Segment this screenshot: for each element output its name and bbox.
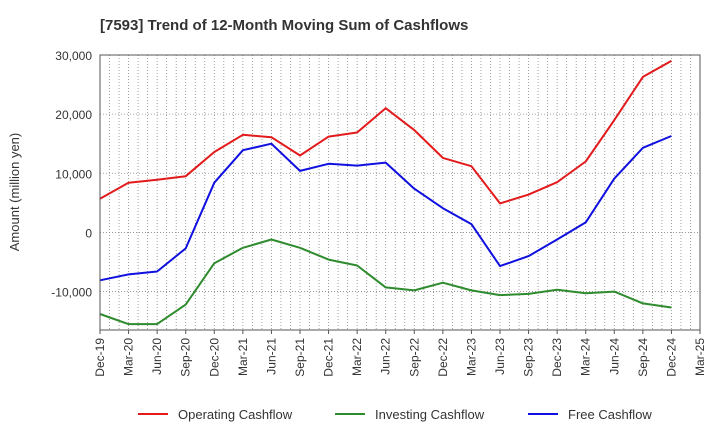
legend-label-operating-cashflow: Operating Cashflow — [178, 407, 293, 422]
x-tick-label: Dec-24 — [664, 338, 678, 377]
x-tick-label: Jun-23 — [493, 338, 507, 375]
x-tick-label: Mar-25 — [693, 338, 707, 376]
x-tick-label: Jun-22 — [379, 338, 393, 375]
x-tick-label: Mar-23 — [464, 338, 478, 376]
x-tick-label: Sep-22 — [407, 338, 421, 377]
x-tick-label: Dec-21 — [322, 338, 336, 377]
x-tick-label: Sep-20 — [179, 338, 193, 377]
x-tick-label: Jun-20 — [150, 338, 164, 375]
x-tick-label: Dec-20 — [207, 338, 221, 377]
series-line-investing-cashflow — [99, 238, 672, 326]
series-lines — [99, 60, 672, 326]
y-tick-label: 30,000 — [55, 49, 92, 63]
chart-title: [7593] Trend of 12-Month Moving Sum of C… — [100, 17, 468, 34]
y-tick-label: 20,000 — [55, 108, 92, 122]
x-tick-label: Mar-24 — [579, 338, 593, 376]
x-tick-label: Sep-21 — [293, 338, 307, 377]
plot-frame — [99, 54, 701, 331]
x-tick-label: Dec-23 — [550, 338, 564, 377]
x-tick-label: Mar-22 — [350, 338, 364, 376]
y-axis-label: Amount (million yen) — [7, 133, 22, 252]
x-tick-label: Sep-23 — [522, 338, 536, 377]
legend-label-investing-cashflow: Investing Cashflow — [375, 407, 485, 422]
x-tick-label: Sep-24 — [636, 338, 650, 377]
y-tick-label: -10,000 — [51, 286, 92, 300]
x-tick-label: Jun-24 — [607, 338, 621, 375]
y-tick-label: 0 — [85, 226, 92, 240]
x-tick-label: Jun-21 — [264, 338, 278, 375]
y-tick-label: 10,000 — [55, 167, 92, 181]
series-line-operating-cashflow — [99, 60, 672, 205]
legend: Operating Cashflow Investing Cashflow Free… — [138, 407, 652, 422]
legend-label-free-cashflow: Free Cashflow — [568, 407, 652, 422]
x-tick-label: Dec-22 — [436, 338, 450, 377]
x-tick-label: Mar-20 — [122, 338, 136, 376]
axes: 30,000 20,000 10,000 0 -10,000 Dec-19 Mar-20 Ju… — [51, 49, 707, 377]
x-tick-label: Mar-21 — [236, 338, 250, 376]
x-tick-label: Dec-19 — [93, 338, 107, 377]
series-line-free-cashflow — [99, 135, 672, 282]
